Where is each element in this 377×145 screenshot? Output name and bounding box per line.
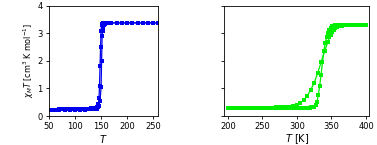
Y-axis label: $\chi_{M}T$ [cm$^{3}$ K mol$^{-1}$]: $\chi_{M}T$ [cm$^{3}$ K mol$^{-1}$] (21, 23, 36, 98)
X-axis label: $T$ [K]: $T$ [K] (285, 133, 309, 145)
X-axis label: $T$: $T$ (100, 133, 108, 145)
